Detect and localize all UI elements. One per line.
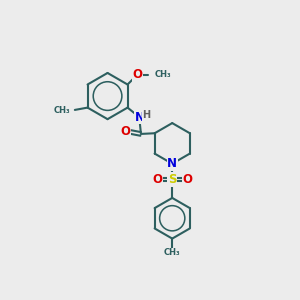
Text: S: S [168,173,176,186]
Text: O: O [121,125,130,138]
Text: O: O [132,68,142,81]
Text: CH₃: CH₃ [164,248,181,257]
Text: H: H [142,110,151,121]
Text: O: O [152,173,162,186]
Text: O: O [182,173,193,186]
Text: N: N [135,111,145,124]
Text: CH₃: CH₃ [155,70,171,79]
Text: CH₃: CH₃ [54,106,70,115]
Text: N: N [167,157,177,170]
